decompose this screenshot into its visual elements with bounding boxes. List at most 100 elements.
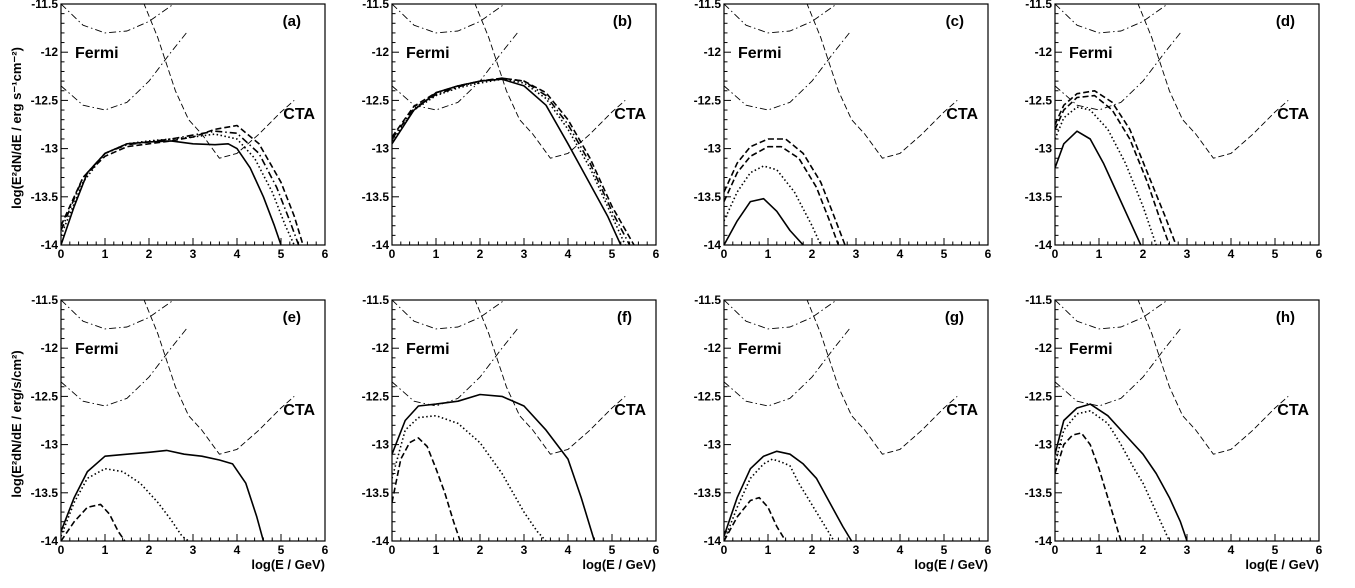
x-axis-title: log(E / GeV) <box>251 557 325 572</box>
y-tick-label: -13 <box>704 438 722 452</box>
y-tick-label: -13 <box>41 142 59 156</box>
y-tick-label: -13 <box>372 142 390 156</box>
cta-label: CTA <box>946 402 978 419</box>
x-tick-label: 3 <box>1184 543 1191 557</box>
fermi-sensitivity-upper <box>61 300 175 330</box>
fermi-sensitivity-upper <box>1055 300 1169 330</box>
x-axis-title: log(E / GeV) <box>914 557 988 572</box>
x-tick-label: 2 <box>809 543 816 557</box>
panel-tag: (e) <box>283 309 301 326</box>
fermi-sensitivity-lower <box>61 32 187 111</box>
panel: 0 1 2 3 4 5 6 -11.5 -12 -12.5 -13 -13.5 -14 log(E / G… <box>1025 293 1323 572</box>
x-tick-label: 3 <box>190 247 197 261</box>
x-tick-label: 2 <box>1140 543 1147 557</box>
cta-sensitivity <box>143 4 295 159</box>
fermi-label: Fermi <box>75 45 119 62</box>
cta-sensitivity <box>474 4 626 159</box>
y-tick-label: -14 <box>41 534 59 548</box>
panel: 0 1 2 3 4 5 6 -11.5 -12 -12.5 -13 -13.5 -14 (b) Fermi C… <box>362 0 660 261</box>
x-tick-label: 4 <box>565 247 572 261</box>
plot-area <box>392 300 626 541</box>
series-line <box>724 197 804 245</box>
y-tick-label: -13.5 <box>31 486 59 500</box>
x-tick-label: 4 <box>1228 543 1235 557</box>
plot-area <box>61 4 304 245</box>
cta-label: CTA <box>283 402 315 419</box>
panel-tag: (b) <box>613 13 632 30</box>
cta-label: CTA <box>946 106 978 123</box>
fermi-label: Fermi <box>406 341 450 358</box>
x-tick-label: 2 <box>1140 247 1147 261</box>
x-tick-label: 0 <box>1052 543 1059 557</box>
y-axis-title-top: log(E²dN/dE / erg s⁻¹cm⁻²) <box>9 47 24 209</box>
x-tick-label: 4 <box>897 247 904 261</box>
fermi-sensitivity-upper <box>724 300 838 330</box>
x-tick-label: 0 <box>58 247 65 261</box>
series-line <box>724 496 787 541</box>
y-tick-label: -11.5 <box>694 0 721 11</box>
y-tick-label: -12 <box>704 45 722 59</box>
x-tick-label: 4 <box>234 543 241 557</box>
cta-sensitivity <box>806 300 958 455</box>
fermi-label: Fermi <box>738 341 782 358</box>
series-line <box>61 130 300 245</box>
x-tick-label: 4 <box>234 247 241 261</box>
fermi-sensitivity-upper <box>392 300 506 330</box>
series-line <box>392 393 596 541</box>
panel-tag: (d) <box>1276 13 1295 30</box>
x-tick-label: 4 <box>1228 247 1235 261</box>
x-tick-label: 6 <box>653 247 660 261</box>
plot-area <box>392 4 635 245</box>
y-tick-label: -12.5 <box>362 389 390 403</box>
fermi-label: Fermi <box>738 45 782 62</box>
x-tick-label: 2 <box>477 543 484 557</box>
y-tick-label: -12.5 <box>1025 389 1053 403</box>
plot-area <box>1055 300 1289 541</box>
y-tick-label: -14 <box>704 238 722 252</box>
y-tick-label: -14 <box>1035 238 1053 252</box>
series-line <box>392 77 631 245</box>
y-tick-label: -13 <box>1035 438 1053 452</box>
x-tick-label: 0 <box>58 543 65 557</box>
panel-tag: (h) <box>1276 309 1295 326</box>
y-tick-label: -12.5 <box>694 93 722 107</box>
y-tick-label: -13 <box>372 438 390 452</box>
panel: 0 1 2 3 4 5 6 -11.5 -12 -12.5 -13 -13.5 -14 (a) Fermi C… <box>31 0 329 261</box>
series-line <box>1055 432 1122 541</box>
x-tick-label: 4 <box>897 543 904 557</box>
panel-tag: (g) <box>945 309 964 326</box>
plot-area <box>61 300 295 541</box>
fermi-sensitivity-lower <box>724 328 850 407</box>
x-tick-label: 4 <box>565 543 572 557</box>
x-tick-label: 1 <box>433 543 440 557</box>
x-tick-label: 0 <box>389 543 396 557</box>
y-tick-label: -14 <box>372 534 390 548</box>
y-tick-label: -13.5 <box>694 190 722 204</box>
y-tick-label: -12.5 <box>31 389 59 403</box>
y-tick-label: -11.5 <box>362 0 389 11</box>
x-tick-label: 6 <box>322 543 329 557</box>
y-tick-label: -12.5 <box>1025 93 1053 107</box>
panel: 0 1 2 3 4 5 6 -11.5 -12 -12.5 -13 -13.5 -14 (c) Fermi C… <box>694 0 992 261</box>
y-tick-label: -12 <box>41 341 59 355</box>
cta-label: CTA <box>1277 106 1309 123</box>
series-line <box>724 450 853 541</box>
series-line <box>392 414 547 541</box>
y-tick-label: -13.5 <box>694 486 722 500</box>
x-tick-label: 1 <box>765 247 772 261</box>
x-tick-label: 1 <box>102 247 109 261</box>
y-axis-title-bottom: log(E²dN/dE / erg/s/cm²) <box>9 350 24 497</box>
y-tick-label: -14 <box>41 238 59 252</box>
series-line <box>724 138 846 245</box>
x-tick-label: 2 <box>146 543 153 557</box>
fermi-sensitivity-lower <box>392 32 518 111</box>
series-line <box>61 124 304 245</box>
cta-label: CTA <box>1277 402 1309 419</box>
series-line <box>724 145 840 245</box>
cta-label: CTA <box>614 106 646 123</box>
y-tick-label: -13.5 <box>1025 190 1053 204</box>
y-tick-label: -12.5 <box>362 93 390 107</box>
y-tick-label: -13 <box>41 438 59 452</box>
x-tick-label: 5 <box>609 543 616 557</box>
